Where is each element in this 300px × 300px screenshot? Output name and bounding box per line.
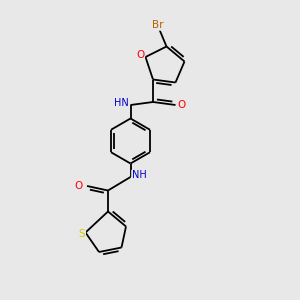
Text: NH: NH [132,170,147,181]
Text: O: O [177,100,186,110]
Text: Br: Br [152,20,163,30]
Text: O: O [74,181,83,191]
Text: HN: HN [114,98,129,109]
Text: S: S [79,229,85,239]
Text: O: O [136,50,144,61]
